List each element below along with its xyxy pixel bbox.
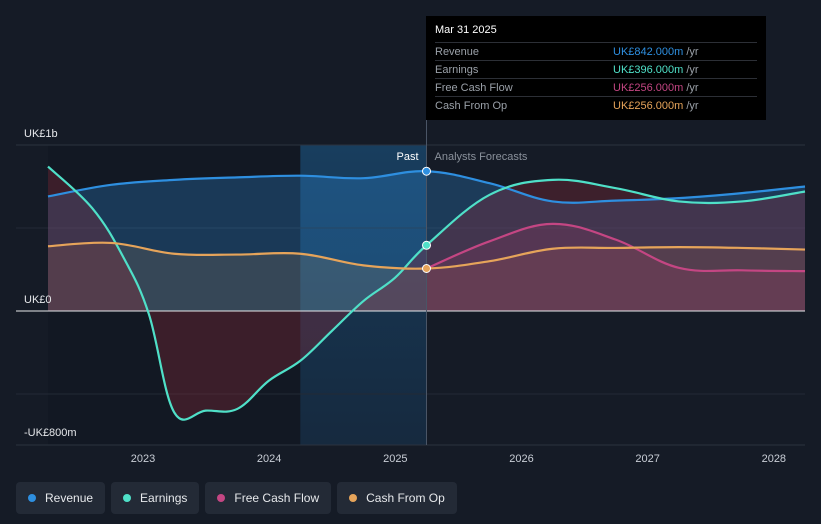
y-axis-label-top: UK£1b bbox=[24, 128, 58, 140]
tooltip-row-free-cash-flow: Free Cash Flow UK£256.000m /yr bbox=[435, 78, 757, 96]
legend-item-free-cash-flow[interactable]: Free Cash Flow bbox=[205, 482, 332, 514]
tooltip-unit: /yr bbox=[686, 45, 699, 58]
tooltip-row-cash-from-op: Cash From Op UK£256.000m /yr bbox=[435, 96, 757, 114]
tooltip-value: UK£256.000m bbox=[613, 99, 684, 112]
tooltip-label: Earnings bbox=[435, 63, 479, 76]
x-tick-label-2026: 2026 bbox=[509, 453, 533, 465]
tooltip-row-earnings: Earnings UK£396.000m /yr bbox=[435, 60, 757, 78]
tooltip-label: Free Cash Flow bbox=[435, 81, 513, 94]
tooltip-row-revenue: Revenue UK£842.000m /yr bbox=[435, 42, 757, 60]
legend-dot-icon bbox=[349, 494, 358, 502]
x-tick-label-2024: 2024 bbox=[257, 453, 281, 465]
x-tick-label-2028: 2028 bbox=[762, 453, 786, 465]
legend-dot-icon bbox=[28, 494, 36, 502]
series-line-free-cash-flow bbox=[426, 222, 806, 273]
marker-earnings bbox=[422, 240, 431, 250]
tooltip-date: Mar 31 2025 bbox=[435, 24, 497, 36]
tooltip-value: UK£256.000m bbox=[613, 81, 684, 94]
legend-label: Free Cash Flow bbox=[234, 491, 320, 505]
legend-label: Revenue bbox=[45, 491, 94, 505]
chart-legend: Revenue Earnings Free Cash Flow Cash Fro… bbox=[16, 482, 457, 514]
tooltip-value: UK£842.000m bbox=[613, 45, 684, 58]
tooltip-label: Cash From Op bbox=[435, 99, 508, 112]
tooltip-unit: /yr bbox=[686, 63, 699, 76]
data-tooltip: Mar 31 2025 Revenue UK£842.000m /yr Earn… bbox=[426, 16, 766, 120]
y-axis-label-zero: UK£0 bbox=[24, 294, 52, 306]
legend-dot-icon bbox=[123, 494, 132, 502]
marker-revenue bbox=[422, 166, 431, 176]
tooltip-unit: /yr bbox=[686, 99, 699, 112]
legend-item-revenue[interactable]: Revenue bbox=[16, 482, 106, 514]
highlight-band bbox=[300, 145, 427, 445]
x-tick-label-2025: 2025 bbox=[383, 453, 407, 465]
x-tick-label-2027: 2027 bbox=[635, 453, 659, 465]
legend-item-cash-from-op[interactable]: Cash From Op bbox=[337, 482, 457, 514]
past-label: Past bbox=[396, 151, 418, 163]
tooltip-unit: /yr bbox=[686, 81, 699, 94]
tooltip-label: Revenue bbox=[435, 45, 480, 58]
forecast-label: Analysts Forecasts bbox=[435, 151, 528, 163]
tooltip-value: UK£396.000m bbox=[613, 63, 684, 76]
legend-dot-icon bbox=[217, 494, 226, 502]
legend-label: Cash From Op bbox=[366, 491, 445, 505]
legend-item-earnings[interactable]: Earnings bbox=[111, 482, 200, 514]
series-line-earnings bbox=[47, 165, 806, 421]
financial-chart: Past Analysts Forecasts UK£1b UK£0 -UK£800m 2… bbox=[16, 120, 806, 465]
y-axis-label-bottom: -UK£800m bbox=[24, 427, 77, 439]
area-free-cash-flow bbox=[426, 223, 805, 311]
x-tick-label-2023: 2023 bbox=[131, 453, 155, 465]
marker-cash-from-op bbox=[422, 264, 431, 274]
legend-label: Earnings bbox=[140, 491, 188, 505]
